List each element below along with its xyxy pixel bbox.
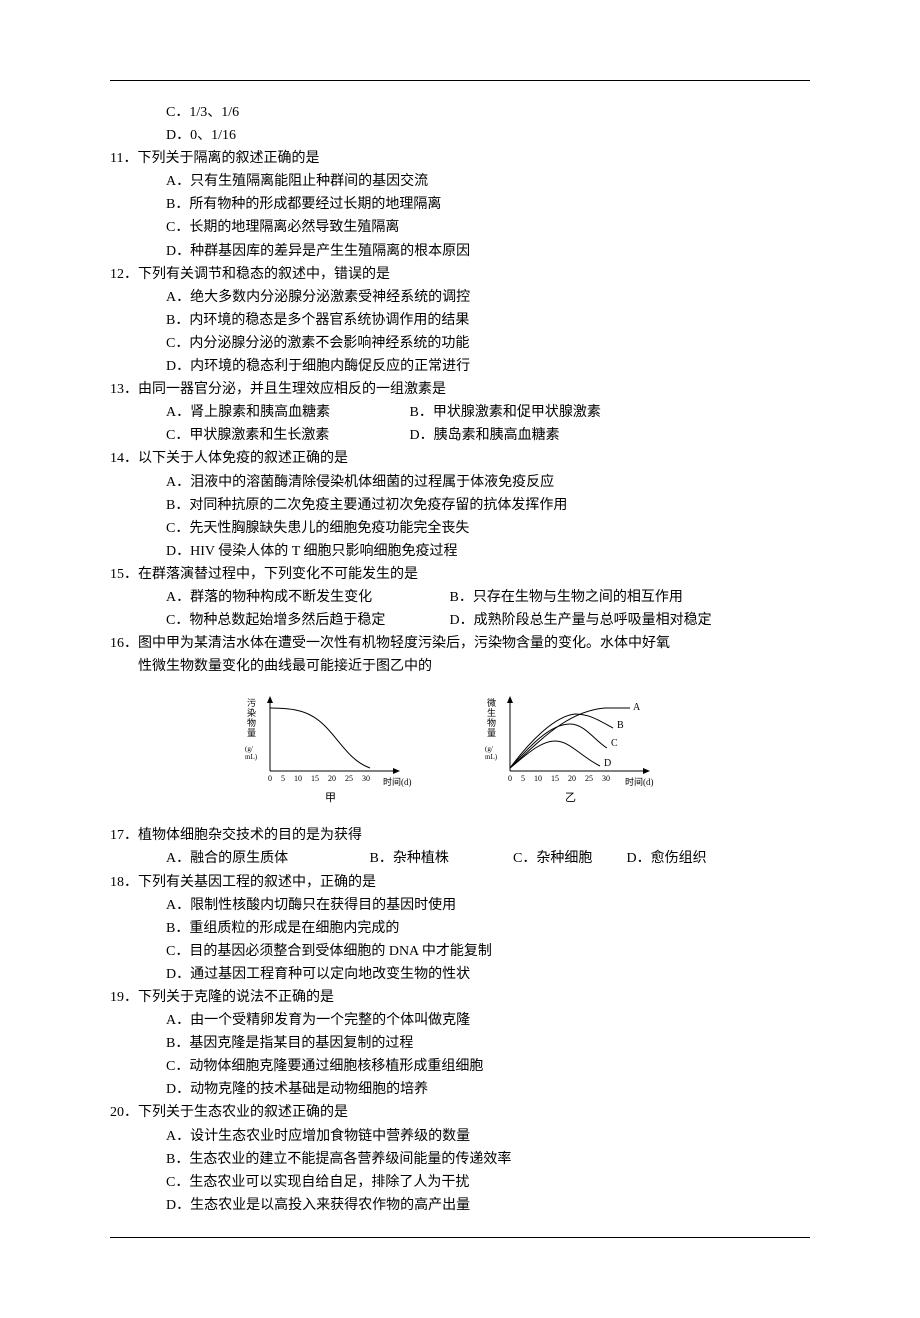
q13-option-b: B．甲状腺激素和促甲状腺激素 [410,401,601,424]
q20-option-c: C．生态农业可以实现自给自足，排除了人为干扰 [110,1171,810,1194]
q15-option-b: B．只存在生物与生物之间的相互作用 [450,586,683,609]
svg-text:15: 15 [311,774,319,783]
q18-option-a: A．限制性核酸内切酶只在获得目的基因时使用 [110,894,810,917]
chart-jia: 污染物量 (g/mL) 0 5 10 15 20 25 30 时间(d) 甲 [235,686,435,816]
q17-stem: 17．植物体细胞杂交技术的目的是为获得 [110,824,810,847]
chart-yi-label-c: C [611,738,618,749]
svg-text:20: 20 [568,774,576,783]
q17-option-b: B．杂种植株 [370,847,510,870]
chart-container: 污染物量 (g/mL) 0 5 10 15 20 25 30 时间(d) 甲 [110,686,810,816]
q10-option-c: C．1/3、1/6 [110,101,810,124]
chart-jia-yunit: (g/mL) [245,745,258,761]
q13-option-a: A．肾上腺素和胰高血糖素 [166,401,406,424]
svg-text:15: 15 [551,774,559,783]
bottom-rule [110,1237,810,1238]
q14-option-c: C．先天性胸腺缺失患儿的细胞免疫功能完全丧失 [110,517,810,540]
q15-option-c: C．物种总数起始增多然后趋于稳定 [166,609,446,632]
svg-text:25: 25 [585,774,593,783]
q13-stem: 13．由同一器官分泌，并且生理效应相反的一组激素是 [110,378,810,401]
svg-text:5: 5 [521,774,525,783]
q10-option-d: D．0、1/16 [110,124,810,147]
chart-yi-xticks: 0 5 10 15 20 25 30 [508,774,610,783]
chart-yi-label-a: A [633,702,641,713]
svg-text:20: 20 [328,774,336,783]
q15-stem: 15．在群落演替过程中，下列变化不可能发生的是 [110,563,810,586]
svg-text:10: 10 [294,774,302,783]
q20-option-b: B．生态农业的建立不能提高各营养级间能量的传递效率 [110,1148,810,1171]
chart-jia-xticks: 0 5 10 15 20 25 30 [268,774,370,783]
q19-stem: 19．下列关于克隆的说法不正确的是 [110,986,810,1009]
q20-option-a: A．设计生态农业时应增加食物链中营养级的数量 [110,1125,810,1148]
q18-option-d: D．通过基因工程育种可以定向地改变生物的性状 [110,963,810,986]
q11-option-d: D．种群基因库的差异是产生生殖隔离的根本原因 [110,240,810,263]
top-rule [110,80,810,81]
q19-option-c: C．动物体细胞克隆要通过细胞核移植形成重组细胞 [110,1055,810,1078]
q18-option-b: B．重组质粒的形成是在细胞内完成的 [110,917,810,940]
chart-jia-xlabel: 时间(d) [383,776,412,787]
chart-yi-ylabel: 微生物量 [487,697,496,738]
chart-yi-label-d: D [604,758,611,769]
q14-stem: 14．以下关于人体免疫的叙述正确的是 [110,447,810,470]
chart-jia-caption: 甲 [325,792,336,804]
q19-option-b: B．基因克隆是指某目的基因复制的过程 [110,1032,810,1055]
q20-option-d: D．生态农业是以高投入来获得农作物的高产出量 [110,1194,810,1217]
chart-yi-curve-d [510,741,600,768]
q12-option-c: C．内分泌腺分泌的激素不会影响神经系统的功能 [110,332,810,355]
q16-stem-line1: 16．图中甲为某清洁水体在遭受一次性有机物轻度污染后，污染物含量的变化。水体中好… [110,632,810,655]
chart-yi-label-b: B [617,720,624,731]
q19-option-a: A．由一个受精卵发育为一个完整的个体叫做克隆 [110,1009,810,1032]
q12-option-d: D．内环境的稳态利于细胞内酶促反应的正常进行 [110,355,810,378]
q12-option-b: B．内环境的稳态是多个器官系统协调作用的结果 [110,309,810,332]
chart-jia-svg: 污染物量 (g/mL) 0 5 10 15 20 25 30 时间(d) 甲 [235,686,435,811]
svg-text:0: 0 [508,774,512,783]
q15-option-a: A．群落的物种构成不断发生变化 [166,586,446,609]
chart-yi-caption: 乙 [565,791,576,804]
q11-option-c: C．长期的地理隔离必然导致生殖隔离 [110,216,810,239]
q13-option-d: D．胰岛素和胰高血糖素 [410,424,560,447]
q14-option-b: B．对同种抗原的二次免疫主要通过初次免疫存留的抗体发挥作用 [110,494,810,517]
q11-stem: 11．下列关于隔离的叙述正确的是 [110,147,810,170]
q13-option-c: C．甲状腺激素和生长激素 [166,424,406,447]
chart-jia-ylabel: 污染物量 [247,697,256,738]
svg-text:5: 5 [281,774,285,783]
q14-option-a: A．泪液中的溶菌酶清除侵染机体细菌的过程属于体液免疫反应 [110,471,810,494]
svg-text:30: 30 [362,774,370,783]
q12-stem: 12．下列有关调节和稳态的叙述中，错误的是 [110,263,810,286]
q18-option-c: C．目的基因必须整合到受体细胞的 DNA 中才能复制 [110,940,810,963]
q12-option-a: A．绝大多数内分泌腺分泌激素受神经系统的调控 [110,286,810,309]
chart-yi-yunit: (g/mL) [485,745,498,761]
chart-yi-svg: 微生物量 (g/mL) A B C D 0 5 10 15 20 [475,686,685,811]
q15-option-d: D．成熟阶段总生产量与总呼吸量相对稳定 [450,609,712,632]
q16-stem-line2: 性微生物数量变化的曲线最可能接近于图乙中的 [110,655,810,678]
q19-option-d: D．动物克隆的技术基础是动物细胞的培养 [110,1078,810,1101]
svg-text:30: 30 [602,774,610,783]
svg-text:10: 10 [534,774,542,783]
q17-option-d: D．愈伤组织 [627,847,707,870]
q11-option-b: B．所有物种的形成都要经过长期的地理隔离 [110,193,810,216]
svg-text:25: 25 [345,774,353,783]
q17-option-c: C．杂种细胞 [513,847,623,870]
q17-option-a: A．融合的原生质体 [166,847,366,870]
svg-text:0: 0 [268,774,272,783]
chart-jia-curve [270,708,370,768]
chart-yi-xlabel: 时间(d) [625,776,654,787]
q14-option-d: D．HIV 侵染人体的 T 细胞只影响细胞免疫过程 [110,540,810,563]
q18-stem: 18．下列有关基因工程的叙述中，正确的是 [110,871,810,894]
chart-yi: 微生物量 (g/mL) A B C D 0 5 10 15 20 [475,686,685,816]
q11-option-a: A．只有生殖隔离能阻止种群间的基因交流 [110,170,810,193]
q20-stem: 20．下列关于生态农业的叙述正确的是 [110,1101,810,1124]
